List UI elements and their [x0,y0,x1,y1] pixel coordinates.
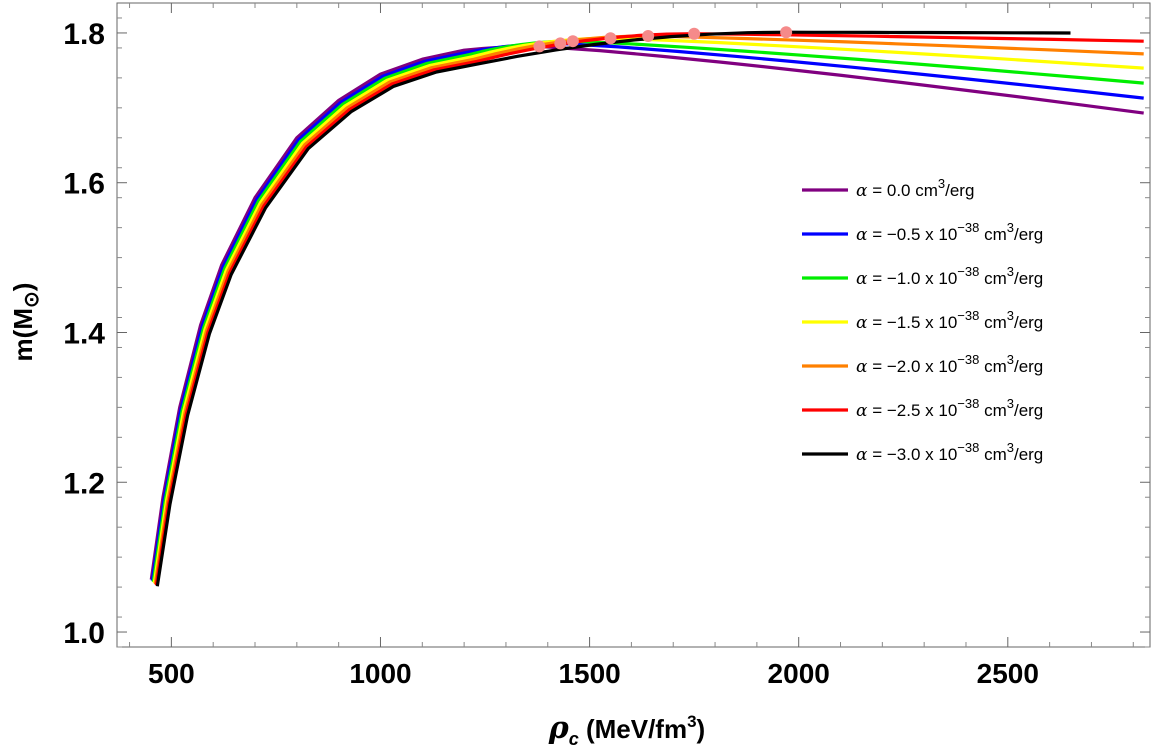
peak-marker [642,29,655,42]
axis-ticks: 500 1000 1500 2000 2500 1.0 1.2 1.4 1.6 1.8 [63,3,1150,689]
series-line [155,30,1071,587]
legend-unit: cm [979,313,1006,332]
legend-unit: cm [979,357,1006,376]
legend-unit-suffix: /erg [945,181,974,200]
legend-alpha: α [856,357,868,377]
y-tick-label: 1.0 [63,617,105,650]
legend-value: = −1.5 x 10 [867,313,957,332]
x-tick-label: 2500 [977,658,1039,689]
y-tick-label: 1.6 [63,168,105,201]
series-line [154,32,1144,586]
series-line [152,36,1144,584]
legend-value: = −2.5 x 10 [867,401,957,420]
series-lines [149,30,1144,587]
legend-unit-suffix: /erg [1014,269,1043,288]
legend-unit-suffix: /erg [1014,401,1043,420]
legend-unit: cm [979,225,1006,244]
y-axis-title: m(M⊙) [8,283,43,362]
peak-marker [688,27,701,40]
peak-marker [533,40,546,53]
legend-unit-exponent: 3 [1007,440,1014,455]
y-axis-symbol: ⊙ [21,291,43,308]
legend-unit-suffix: /erg [1014,313,1043,332]
legend-label: α = −2.5 x 10−38 cm3/erg [856,396,1043,421]
x-tick-label: 2000 [768,658,830,689]
peak-marker [780,26,793,39]
y-tick-label: 1.2 [63,467,105,500]
legend-unit-exponent: 3 [1007,220,1014,235]
legend-unit: cm [979,445,1006,464]
legend-exponent: −38 [957,220,979,235]
legend-unit-exponent: 3 [1007,352,1014,367]
legend-value: = −0.5 x 10 [867,225,957,244]
peak-marker [554,37,567,50]
peak-marker [604,32,617,45]
legend-unit: cm [979,269,1006,288]
series-line [153,34,1144,585]
legend-label: α = −2.0 x 10−38 cm3/erg [856,352,1043,377]
x-axis-title: ρc (MeV/fm3) [548,711,705,748]
legend-label: α = −0.5 x 10−38 cm3/erg [856,220,1043,245]
plot-frame [116,2,1151,648]
x-axis-unit-sup: 3 [687,712,696,731]
legend-value: = −2.0 x 10 [867,357,957,376]
legend-alpha: α [856,445,868,465]
legend-alpha: α [856,269,868,289]
legend-alpha: α [856,313,868,333]
peak-marker [566,35,579,48]
legend-exponent: −38 [957,352,979,367]
legend-label: α = 0.0 cm3/erg [856,176,974,201]
series-line [151,39,1144,583]
legend-unit-exponent: 3 [938,176,945,191]
legend-unit-exponent: 3 [1007,264,1014,279]
x-axis-unit: (MeV/fm [579,714,687,744]
x-axis-unit-end: ) [697,714,706,744]
y-axis-suffix: ) [8,283,38,292]
legend-value: = −3.0 x 10 [867,445,957,464]
x-axis-subscript: c [569,729,579,748]
x-tick-label: 1500 [558,658,620,689]
legend-label: α = −1.5 x 10−38 cm3/erg [856,308,1043,333]
plot-border [116,2,1151,648]
legend-label: α = −1.0 x 10−38 cm3/erg [856,264,1043,289]
legend-value: = 0.0 cm [867,181,937,200]
legend-alpha: α [856,401,868,421]
legend-exponent: −38 [957,440,979,455]
y-tick-label: 1.4 [63,317,105,350]
y-axis-prefix: m(M [8,308,38,361]
legend-value: = −1.0 x 10 [867,269,957,288]
legend-unit-exponent: 3 [1007,396,1014,411]
legend-exponent: −38 [957,396,979,411]
x-tick-label: 1000 [349,658,411,689]
x-tick-label: 500 [148,658,195,689]
legend-label: α = −3.0 x 10−38 cm3/erg [856,440,1043,465]
y-tick-label: 1.8 [63,18,105,51]
legend-alpha: α [856,181,868,201]
legend-unit-suffix: /erg [1014,445,1043,464]
legend-alpha: α [856,225,868,245]
legend-exponent: −38 [957,264,979,279]
legend-unit-exponent: 3 [1007,308,1014,323]
legend-unit-suffix: /erg [1014,225,1043,244]
legend-unit-suffix: /erg [1014,357,1043,376]
peak-markers [533,26,793,53]
x-axis-symbol: ρ [548,711,570,746]
legend-exponent: −38 [957,308,979,323]
legend-unit: cm [979,401,1006,420]
